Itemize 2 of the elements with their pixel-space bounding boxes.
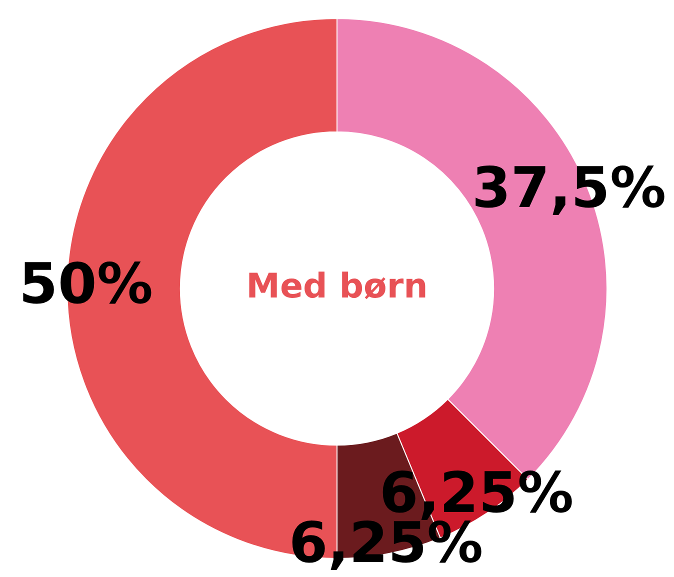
data-label: 37,5% — [472, 156, 666, 221]
text: Med børn — [246, 266, 428, 306]
